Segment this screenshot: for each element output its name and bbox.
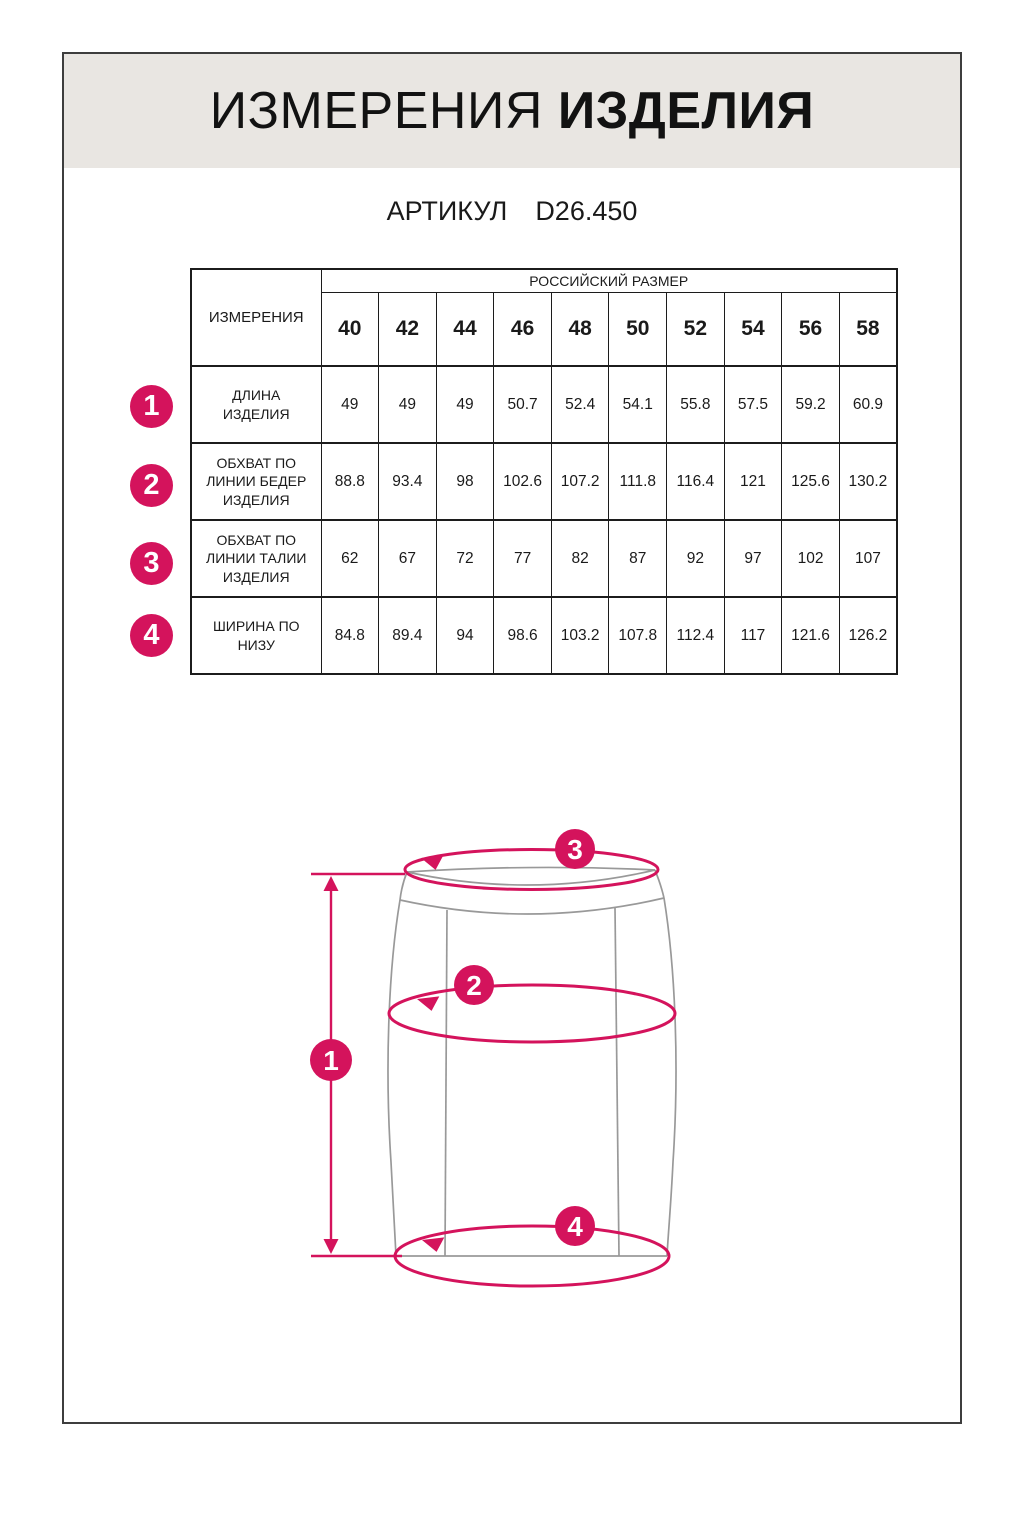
value-cell: 125.6	[781, 442, 840, 520]
value-cell: 102	[781, 519, 840, 597]
value-cell: 59.2	[781, 365, 840, 443]
waist-ellipse	[403, 848, 660, 891]
value-cell: 116.4	[666, 442, 725, 520]
measurements-header-cell: ИЗМЕРЕНИЯ	[190, 269, 322, 366]
size-header-54: 54	[723, 291, 783, 366]
value-cell: 94	[435, 596, 495, 674]
value-cell: 87	[608, 519, 668, 597]
arrow-up-icon	[323, 876, 339, 891]
page-frame: ИЗМЕРЕНИЯ ИЗДЕЛИЯ АРТИКУЛ D26.450 ИЗМЕРЕН…	[62, 52, 962, 1424]
row-label: ОБХВАТ ПО ЛИНИИ ТАЛИИ ИЗДЕЛИЯ	[190, 519, 322, 597]
diagram-badge-2: 2	[454, 965, 494, 1005]
hem-arrow-icon	[422, 1237, 445, 1252]
value-cell: 84.8	[320, 596, 380, 674]
value-cell: 57.5	[723, 365, 783, 443]
value-cell: 49	[435, 365, 495, 443]
value-cell: 72	[435, 519, 495, 597]
value-cell: 107	[838, 519, 898, 597]
size-header-40: 40	[320, 291, 380, 366]
page-title-regular: ИЗМЕРЕНИЯ	[209, 82, 543, 140]
diagram-badge-1: 1	[310, 1039, 352, 1081]
table-row: ШИРИНА ПО НИЗУ 84.8 89.4 94 98.6 103.2 107.8 11…	[190, 596, 898, 674]
value-cell: 92	[666, 519, 725, 597]
value-cell: 55.8	[666, 365, 725, 443]
page-title: ИЗМЕРЕНИЯ ИЗДЕЛИЯ	[210, 81, 815, 141]
row-marker-badge-1: 1	[130, 385, 173, 428]
value-cell: 49	[320, 365, 380, 443]
header-band: ИЗМЕРЕНИЯ ИЗДЕЛИЯ	[64, 54, 960, 168]
value-cell: 107.8	[608, 596, 668, 674]
size-header-46: 46	[493, 291, 552, 366]
value-cell: 126.2	[838, 596, 898, 674]
size-header-58: 58	[838, 291, 898, 366]
svg-text:3: 3	[567, 834, 583, 865]
value-cell: 82	[550, 519, 610, 597]
value-cell: 130.2	[838, 442, 898, 520]
value-cell: 102.6	[493, 442, 552, 520]
svg-text:1: 1	[323, 1045, 339, 1076]
value-cell: 52.4	[550, 365, 610, 443]
article-value: D26.450	[535, 196, 638, 226]
value-cell: 88.8	[320, 442, 380, 520]
value-cell: 67	[378, 519, 437, 597]
value-cell: 97	[723, 519, 783, 597]
table-row: ОБХВАТ ПО ЛИНИИ ТАЛИИ ИЗДЕЛИЯ 62 67 72 77 82 8…	[190, 519, 898, 597]
hip-ellipse	[387, 983, 677, 1044]
article-line: АРТИКУЛ D26.450	[64, 196, 960, 227]
table-row: ДЛИНА ИЗДЕЛИЯ 49 49 49 50.7 52.4 54.1 55.8 57.5 5…	[190, 365, 898, 443]
skirt-sketch	[387, 866, 677, 1257]
value-cell: 93.4	[378, 442, 437, 520]
article-label: АРТИКУЛ	[386, 196, 508, 226]
size-chart-table: ИЗМЕРЕНИЯ РОССИЙСКИЙ РАЗМЕР 40 42 44 46 48 50…	[190, 268, 898, 675]
value-cell: 50.7	[493, 365, 552, 443]
row-marker-badge-2: 2	[130, 464, 173, 507]
row-label: ШИРИНА ПО НИЗУ	[190, 596, 322, 674]
row-label: ДЛИНА ИЗДЕЛИЯ	[190, 365, 322, 443]
row-marker-badge-4: 4	[130, 614, 173, 657]
size-header-50: 50	[608, 291, 668, 366]
size-header-42: 42	[378, 291, 437, 366]
size-header-44: 44	[435, 291, 495, 366]
value-cell: 112.4	[666, 596, 725, 674]
table-row: ОБХВАТ ПО ЛИНИИ БЕДЕР ИЗДЕЛИЯ 88.8 93.4 98 1…	[190, 442, 898, 520]
skirt-measurement-diagram: 1 2 3 4	[310, 829, 677, 1288]
size-header-48: 48	[550, 291, 610, 366]
value-cell: 49	[378, 365, 437, 443]
russian-size-header-cell: РОССИЙСКИЙ РАЗМЕР	[320, 269, 898, 292]
value-cell: 98	[435, 442, 495, 520]
measurement-ellipses	[387, 848, 677, 1288]
value-cell: 98.6	[493, 596, 552, 674]
value-cell: 103.2	[550, 596, 610, 674]
size-header-56: 56	[781, 291, 840, 366]
value-cell: 121	[723, 442, 783, 520]
row-label: ОБХВАТ ПО ЛИНИИ БЕДЕР ИЗДЕЛИЯ	[190, 442, 322, 520]
value-cell: 107.2	[550, 442, 610, 520]
waist-arrow-icon	[421, 855, 444, 870]
measurements-tbody: ДЛИНА ИЗДЕЛИЯ 49 49 49 50.7 52.4 54.1 55.8 57.5 5…	[190, 365, 898, 674]
hip-arrow-icon	[417, 996, 440, 1011]
diagram-badge-3: 3	[555, 829, 595, 869]
svg-text:2: 2	[466, 970, 482, 1001]
svg-text:4: 4	[567, 1211, 583, 1242]
size-header-52: 52	[666, 291, 725, 366]
value-cell: 89.4	[378, 596, 437, 674]
value-cell: 117	[723, 596, 783, 674]
value-cell: 111.8	[608, 442, 668, 520]
value-cell: 62	[320, 519, 380, 597]
arrowheads	[323, 855, 445, 1254]
arrow-down-icon	[323, 1239, 339, 1254]
value-cell: 121.6	[781, 596, 840, 674]
page-title-bold: ИЗДЕЛИЯ	[557, 82, 815, 140]
diagram-badge-4: 4	[555, 1206, 595, 1246]
size-header-row: 40 42 44 46 48 50 52 54 56 58	[191, 291, 898, 366]
row-marker-badge-3: 3	[130, 542, 173, 585]
value-cell: 60.9	[838, 365, 898, 443]
value-cell: 77	[493, 519, 552, 597]
size-group-header-row: ИЗМЕРЕНИЯ РОССИЙСКИЙ РАЗМЕР	[190, 269, 898, 366]
value-cell: 54.1	[608, 365, 668, 443]
